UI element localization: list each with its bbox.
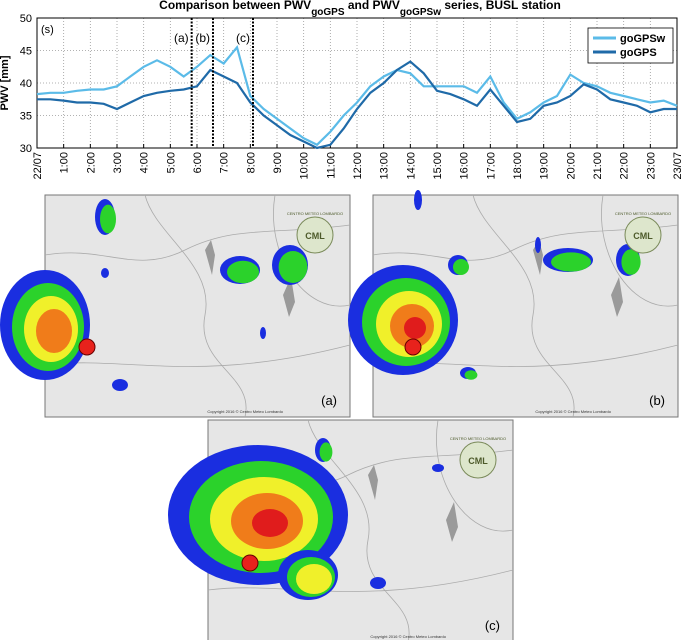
title-part: goGPSw	[400, 7, 441, 18]
precip-cell	[453, 259, 469, 275]
legend-label: goGPSw	[620, 33, 666, 45]
chart-title: Comparison between PWVgoGPS and PWVgoGPS…	[159, 0, 561, 18]
logo-text: CENTRO METEO LOMBARDO	[615, 211, 671, 216]
event-label: (c)	[236, 31, 250, 45]
precip-cell	[260, 327, 266, 339]
precip-cell	[100, 204, 116, 234]
legend-box	[587, 27, 674, 64]
precip-cell	[319, 442, 333, 462]
panel-label: (c)	[485, 618, 500, 633]
logo-mark: CML	[305, 231, 325, 241]
title-part: and PWV	[345, 0, 400, 12]
y-tick-label: 35	[20, 111, 32, 123]
map-borders	[44, 194, 351, 418]
copyright: Copyright 2016 © Centro Meteo Lombardo	[207, 409, 283, 414]
logo	[624, 216, 662, 254]
logo	[459, 441, 497, 479]
radar-maps: CML CENTRO METEO LOMBARDO Copyright 2016 ©…	[0, 190, 679, 640]
map-borders	[207, 419, 514, 640]
x-tick-label: 4:00	[139, 152, 151, 173]
station-marker	[78, 338, 96, 356]
title-part: goGPS	[311, 7, 345, 18]
x-tick-label: 22/07	[32, 152, 44, 180]
x-tick-label: 2:00	[85, 152, 97, 173]
radar-panel: CML CENTRO METEO LOMBARDO Copyright 2016 ©…	[0, 194, 351, 418]
precip-cell	[36, 309, 72, 353]
x-tick-label: 3:00	[112, 152, 124, 173]
logo-text: CENTRO METEO LOMBARDO	[287, 211, 343, 216]
x-tick-label: 1:00	[59, 152, 71, 173]
station-marker	[404, 338, 422, 356]
logo-mark: CML	[633, 231, 653, 241]
x-tick-label: 9:00	[272, 152, 284, 173]
y-axis-label: PWV [mm]	[0, 55, 11, 110]
precip-cell	[296, 564, 332, 594]
map-borders	[372, 194, 679, 418]
x-tick-label: 8:00	[245, 152, 257, 173]
title-part: Comparison between PWV	[159, 0, 311, 12]
station-marker	[241, 554, 259, 572]
x-tick-label: 23/07	[672, 152, 684, 180]
chart: Comparison between PWVgoGPS and PWVgoGPS…	[0, 0, 684, 180]
x-tick-label: 16:00	[459, 152, 471, 180]
radar-panel: CML CENTRO METEO LOMBARDO Copyright 2016 ©…	[168, 419, 514, 640]
x-tick-label: 23:00	[645, 152, 657, 180]
plot-frame	[36, 17, 678, 149]
precip-cell	[101, 268, 109, 278]
x-tick-label: 5:00	[165, 152, 177, 173]
x-tick-label: 18:00	[512, 152, 524, 180]
y-tick-label: 45	[20, 46, 32, 58]
x-tick-label: 14:00	[405, 152, 417, 180]
y-tick-label: 50	[20, 13, 32, 25]
copyright: Copyright 2016 © Centro Meteo Lombardo	[535, 409, 611, 414]
x-tick-label: 13:00	[379, 152, 391, 180]
logo-text: CENTRO METEO LOMBARDO	[450, 436, 506, 441]
precip-cell	[252, 509, 288, 537]
x-tick-label: 21:00	[592, 152, 604, 180]
precip-cell	[432, 464, 444, 472]
precip-cell	[278, 251, 308, 283]
x-tick-label: 15:00	[432, 152, 444, 180]
panel-label: (a)	[321, 393, 337, 408]
panel-label: (b)	[649, 393, 665, 408]
legend-label: goGPS	[620, 47, 657, 59]
logo	[296, 216, 334, 254]
precip-cell	[535, 237, 541, 253]
precip-cell	[551, 252, 591, 272]
series-line	[37, 60, 677, 150]
title-part: series, BUSL station	[441, 0, 561, 12]
x-tick-label: 20:00	[565, 152, 577, 180]
x-tick-label: 10:00	[299, 152, 311, 180]
logo-mark: CML	[468, 456, 488, 466]
y-tick-label: 30	[20, 143, 32, 155]
radar-panel: CML CENTRO METEO LOMBARDO Copyright 2016 ©…	[348, 190, 679, 418]
annotation: (s)	[41, 24, 54, 36]
x-tick-label: 7:00	[219, 152, 231, 173]
x-tick-label: 6:00	[192, 152, 204, 173]
precip-cell	[370, 577, 386, 589]
x-tick-label: 12:00	[352, 152, 364, 180]
precip-cell	[414, 190, 422, 210]
x-tick-label: 19:00	[539, 152, 551, 180]
precip-cell	[621, 249, 641, 275]
copyright: Copyright 2016 © Centro Meteo Lombardo	[370, 634, 446, 639]
y-tick-label: 40	[20, 78, 32, 90]
precip-cell	[464, 370, 478, 380]
x-tick-label: 17:00	[485, 152, 497, 180]
x-tick-label: 11:00	[325, 152, 337, 179]
precip-cell	[227, 260, 259, 284]
precip-cell	[404, 317, 426, 339]
series-line	[36, 44, 678, 147]
event-label: (a)	[174, 31, 189, 45]
precip-cell	[112, 379, 128, 391]
x-tick-label: 22:00	[619, 152, 631, 180]
event-label: (b)	[195, 31, 210, 45]
